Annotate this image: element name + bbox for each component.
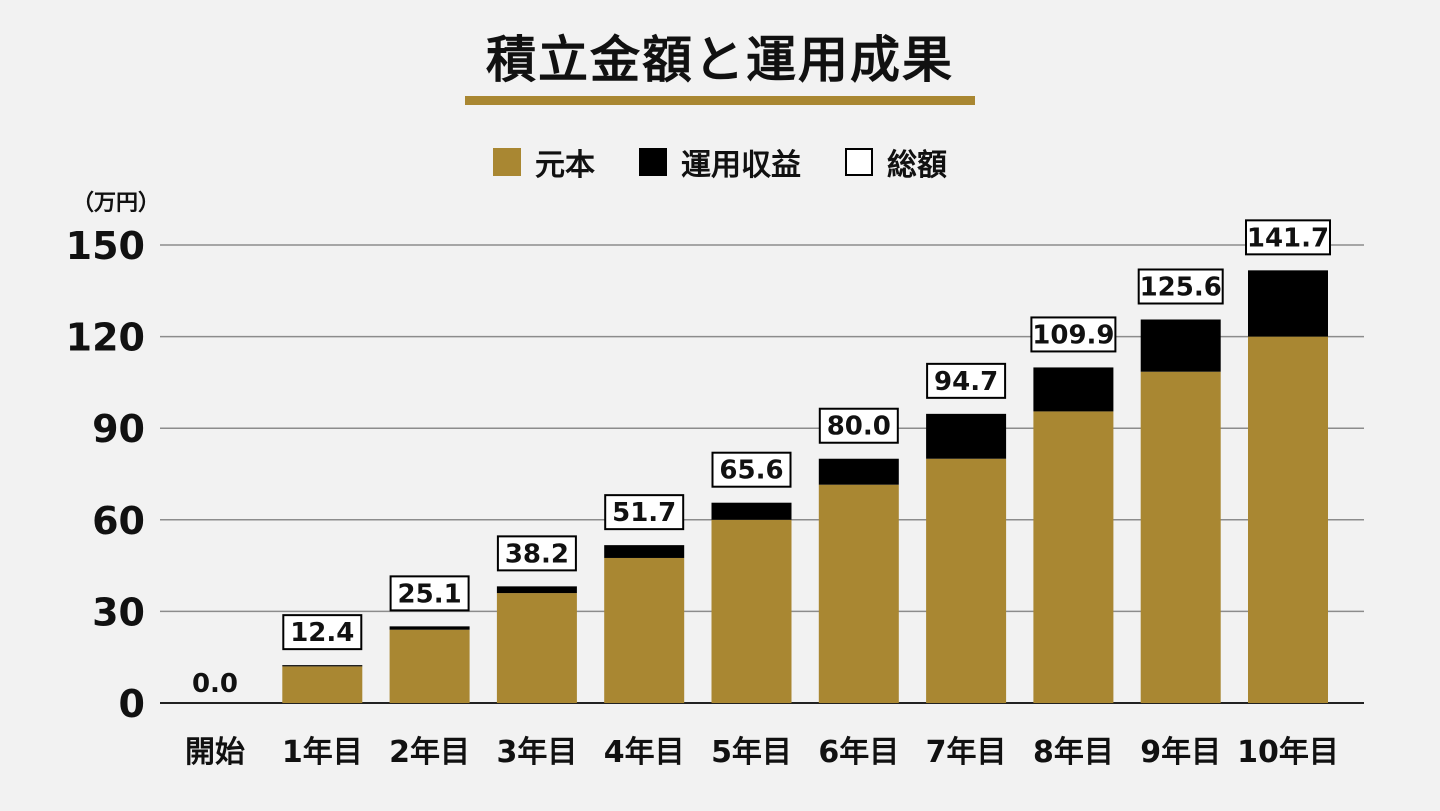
total-value-label: 109.9 xyxy=(1032,320,1114,350)
bar-layer xyxy=(282,270,1328,703)
y-tick-label: 120 xyxy=(66,316,145,360)
legend-label-gain: 運用収益 xyxy=(681,148,801,183)
legend-swatch-total xyxy=(845,148,873,176)
bar-principal xyxy=(496,593,577,703)
x-tick-label: 開始 xyxy=(185,735,245,770)
x-tick-label: 7年目 xyxy=(926,735,1007,770)
bar-gain xyxy=(1248,270,1328,337)
legend-item-total: 総額 xyxy=(845,140,947,184)
title-underline xyxy=(465,96,975,105)
bar-gain xyxy=(604,545,685,558)
x-tick-label: 2年目 xyxy=(389,735,470,770)
legend-item-principal: 元本 xyxy=(493,140,595,184)
bar-principal xyxy=(818,484,899,703)
bar-principal xyxy=(282,666,363,703)
legend-label-total: 総額 xyxy=(887,148,947,183)
bar-gain xyxy=(389,626,470,630)
total-label-box xyxy=(1030,316,1117,353)
total-value-label: 38.2 xyxy=(505,539,569,569)
x-tick-label: 6年目 xyxy=(818,735,899,770)
total-label-box xyxy=(496,535,577,572)
chart-title: 積立金額と運用成果 xyxy=(486,31,954,89)
total-label-box xyxy=(818,407,899,444)
legend-item-gain: 運用収益 xyxy=(639,140,801,184)
bar-gain xyxy=(711,502,792,520)
x-tick-label: 9年目 xyxy=(1140,735,1221,770)
total-value-label: 65.6 xyxy=(719,456,783,486)
bar-principal xyxy=(389,629,470,703)
bar-gain xyxy=(1033,367,1114,412)
label-layer: 開始 0.0 1年目 12.4 2年目 25.1 3年目 38.2 4年目 51.7 5年目 65.6… xyxy=(185,219,1339,770)
y-tick-label: 0 xyxy=(119,682,145,726)
bar-gain xyxy=(1140,319,1221,372)
x-tick-label: 10年目 xyxy=(1237,735,1339,770)
x-tick-label: 1年目 xyxy=(282,735,363,770)
y-tick-label: 150 xyxy=(66,224,145,268)
total-label-box xyxy=(711,451,792,488)
y-tick-label: 30 xyxy=(92,590,145,634)
total-value-label: 25.1 xyxy=(398,579,462,609)
bar-principal xyxy=(1033,411,1114,703)
total-label-box xyxy=(604,494,685,531)
y-tick-label: 60 xyxy=(92,499,145,543)
total-label-box xyxy=(926,362,1007,399)
total-label-box xyxy=(1137,268,1224,305)
bar-gain xyxy=(496,586,577,594)
bar-principal xyxy=(604,557,685,703)
x-tick-label: 4年目 xyxy=(604,735,685,770)
x-tick-label: 8年目 xyxy=(1033,735,1114,770)
bar-gain xyxy=(926,413,1007,459)
legend-swatch-principal xyxy=(493,148,521,176)
x-tick-label: 5年目 xyxy=(711,735,792,770)
bar-principal xyxy=(926,458,1007,703)
x-tick-label: 3年目 xyxy=(496,735,577,770)
total-value-label: 80.0 xyxy=(827,412,891,442)
total-value-label: 0.0 xyxy=(192,669,238,699)
y-axis-unit-label: （万円） xyxy=(72,191,160,216)
legend-label-principal: 元本 xyxy=(535,148,595,183)
total-label-box xyxy=(282,614,363,651)
total-value-label: 94.7 xyxy=(934,367,998,397)
total-value-label: 12.4 xyxy=(290,618,354,648)
bar-principal xyxy=(1248,336,1328,703)
legend-swatch-gain xyxy=(639,148,667,176)
total-value-label: 125.6 xyxy=(1140,273,1222,303)
total-label-box xyxy=(389,575,470,612)
bar-principal xyxy=(1140,371,1221,703)
y-tick-label: 90 xyxy=(92,407,145,451)
bar-gain xyxy=(282,665,363,667)
total-value-label: 141.7 xyxy=(1247,223,1329,253)
total-value-label: 51.7 xyxy=(612,498,676,528)
bar-principal xyxy=(711,519,792,703)
total-label-box xyxy=(1245,219,1331,256)
legend: 元本 運用収益 総額 xyxy=(0,140,1440,184)
bar-gain xyxy=(818,458,899,485)
